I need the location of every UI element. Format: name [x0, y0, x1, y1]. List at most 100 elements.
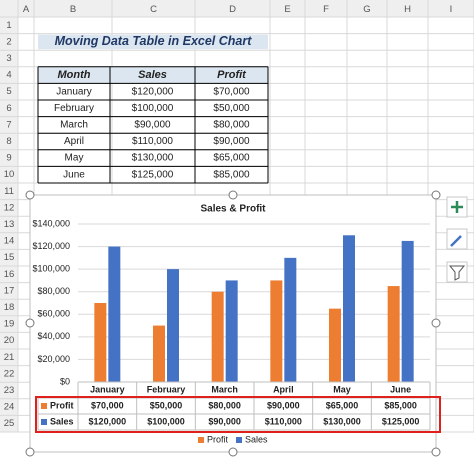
- row-header[interactable]: 14: [4, 236, 15, 247]
- data-table-value: $120,000: [89, 416, 127, 426]
- column-header[interactable]: B: [70, 4, 76, 15]
- title-bg: [38, 34, 268, 50]
- table-cell[interactable]: $125,000: [132, 169, 174, 180]
- row-header[interactable]: 1: [6, 20, 11, 31]
- bar: [343, 235, 355, 382]
- table-header: Sales: [138, 69, 167, 81]
- table-header: Month: [58, 69, 91, 81]
- category-label: January: [90, 384, 125, 394]
- bar: [225, 280, 238, 382]
- row-header[interactable]: 16: [4, 269, 15, 280]
- table-cell[interactable]: April: [64, 136, 84, 147]
- bar: [387, 286, 400, 382]
- row-header[interactable]: 11: [4, 186, 14, 197]
- table-cell[interactable]: June: [63, 169, 85, 180]
- column-header[interactable]: G: [363, 4, 370, 15]
- row-header[interactable]: 15: [4, 252, 15, 263]
- row-header[interactable]: 5: [6, 86, 11, 97]
- column-header[interactable]: I: [450, 4, 453, 15]
- resize-handle[interactable]: [228, 190, 238, 200]
- y-tick-label: $0: [60, 376, 70, 386]
- row-header[interactable]: 22: [4, 368, 15, 379]
- table-cell[interactable]: $70,000: [213, 86, 250, 97]
- column-header[interactable]: E: [284, 4, 290, 15]
- row-header[interactable]: 25: [4, 418, 15, 429]
- highlight-box: [35, 396, 441, 433]
- data-table-value: $65,000: [326, 400, 359, 410]
- row-header[interactable]: 6: [6, 103, 11, 114]
- row-header[interactable]: 12: [4, 202, 15, 213]
- row-header[interactable]: 7: [6, 119, 11, 130]
- resize-handle[interactable]: [431, 190, 441, 200]
- sheet-title: Moving Data Table in Excel Chart: [55, 34, 253, 48]
- table-cell[interactable]: $65,000: [213, 153, 250, 164]
- table-cell[interactable]: $85,000: [213, 169, 250, 180]
- bar: [401, 240, 414, 382]
- bar: [270, 280, 283, 382]
- data-table-value: $70,000: [91, 400, 124, 410]
- bar: [167, 269, 179, 382]
- table-cell[interactable]: $130,000: [132, 153, 174, 164]
- y-tick-label: $20,000: [37, 354, 70, 364]
- column-header[interactable]: C: [150, 4, 157, 15]
- row-header[interactable]: 10: [4, 169, 15, 180]
- column-header[interactable]: D: [229, 4, 236, 15]
- table-cell[interactable]: $50,000: [213, 103, 250, 114]
- table-cell[interactable]: $100,000: [132, 103, 174, 114]
- row-header[interactable]: 18: [4, 302, 15, 313]
- data-table-value: $90,000: [208, 416, 241, 426]
- series-label: Profit: [50, 400, 74, 410]
- row-header[interactable]: 4: [6, 70, 11, 81]
- brush-icon: [450, 235, 462, 247]
- plus-icon: [451, 201, 463, 213]
- y-tick-label: $120,000: [32, 241, 70, 251]
- category-label: February: [147, 384, 186, 394]
- table-cell[interactable]: $110,000: [132, 136, 173, 147]
- y-tick-label: $100,000: [32, 264, 70, 274]
- data-table-value: $125,000: [382, 416, 420, 426]
- resize-handle[interactable]: [228, 447, 238, 457]
- data-table-value: $80,000: [208, 400, 241, 410]
- table-cell[interactable]: $90,000: [213, 136, 250, 147]
- y-tick-label: $40,000: [37, 331, 70, 341]
- data-table-value: $85,000: [384, 400, 417, 410]
- resize-handle[interactable]: [25, 447, 35, 457]
- data-table-value: $90,000: [267, 400, 300, 410]
- data-table-value: $50,000: [150, 400, 183, 410]
- legend-key: [41, 403, 47, 409]
- table-cell[interactable]: $120,000: [132, 86, 174, 97]
- row-header[interactable]: 24: [4, 402, 15, 413]
- row-header[interactable]: 20: [4, 335, 15, 346]
- bar: [329, 308, 341, 382]
- bar: [108, 246, 121, 382]
- table-cell[interactable]: March: [60, 120, 88, 131]
- column-header[interactable]: F: [323, 4, 329, 15]
- row-header[interactable]: 23: [4, 385, 15, 396]
- resize-handle[interactable]: [431, 318, 441, 328]
- row-header[interactable]: 19: [4, 319, 15, 330]
- resize-handle[interactable]: [25, 318, 35, 328]
- row-header[interactable]: 13: [4, 219, 15, 230]
- table-cell[interactable]: $90,000: [134, 120, 171, 131]
- row-header[interactable]: 17: [4, 285, 15, 296]
- table-cell[interactable]: $80,000: [213, 120, 250, 131]
- row-header[interactable]: 3: [6, 53, 11, 64]
- series-label: Sales: [50, 416, 74, 426]
- table-cell[interactable]: May: [65, 153, 84, 164]
- category-label: June: [390, 384, 411, 394]
- row-header[interactable]: 8: [6, 136, 11, 147]
- resize-handle[interactable]: [431, 447, 441, 457]
- category-label: April: [273, 384, 294, 394]
- row-header[interactable]: 2: [6, 36, 11, 47]
- row-header[interactable]: 21: [4, 352, 15, 363]
- table-header-bg: [38, 66, 268, 84]
- data-table-value: $110,000: [265, 416, 302, 426]
- resize-handle[interactable]: [25, 190, 35, 200]
- category-label: May: [333, 384, 351, 394]
- table-cell[interactable]: January: [56, 86, 92, 97]
- column-header[interactable]: A: [23, 4, 30, 15]
- row-header[interactable]: 9: [6, 153, 11, 164]
- table-cell[interactable]: February: [54, 103, 94, 114]
- column-header[interactable]: H: [404, 4, 411, 15]
